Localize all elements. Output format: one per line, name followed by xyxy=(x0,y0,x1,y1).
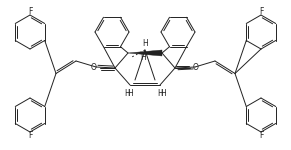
Text: H: H xyxy=(140,54,146,63)
Text: F: F xyxy=(28,132,32,141)
Text: H: H xyxy=(142,39,148,48)
Text: F: F xyxy=(259,6,263,15)
Text: H: H xyxy=(160,88,166,98)
Text: O: O xyxy=(193,63,199,72)
Text: F: F xyxy=(28,6,32,15)
Text: F: F xyxy=(259,132,263,141)
Text: H: H xyxy=(124,88,130,98)
Text: H: H xyxy=(127,90,133,99)
Text: O: O xyxy=(91,63,97,72)
Polygon shape xyxy=(128,50,162,56)
Text: H: H xyxy=(157,90,163,99)
